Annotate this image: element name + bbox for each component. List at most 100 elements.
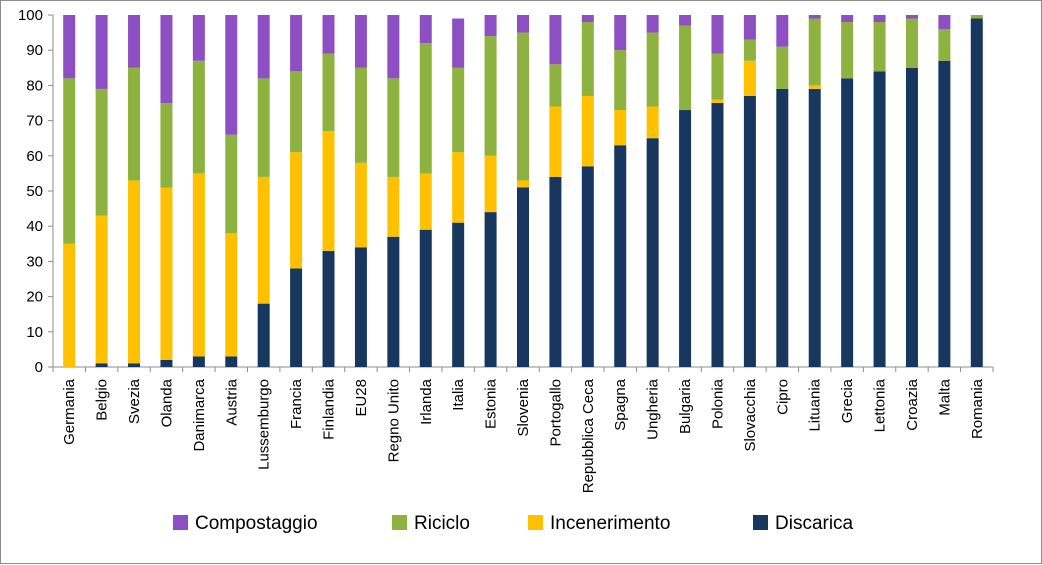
bar-segment-compostaggio <box>776 15 789 47</box>
bar-segment-compostaggio <box>160 15 173 103</box>
x-tick-label: Italia <box>450 378 467 410</box>
bar-segment-discarica <box>225 356 238 367</box>
x-tick-label: Repubblica Ceca <box>580 378 597 493</box>
bar-segment-compostaggio <box>128 15 141 68</box>
bar-segment-incenerimento <box>128 180 141 364</box>
bar-segment-compostaggio <box>905 15 918 19</box>
bar-segment-compostaggio <box>549 15 562 65</box>
bar-segment-riciclo <box>290 71 303 153</box>
bar-segment-discarica <box>419 229 432 367</box>
bar-segment-incenerimento <box>484 155 497 213</box>
bar-segment-compostaggio <box>387 15 400 79</box>
x-tick-label: Germania <box>61 378 78 445</box>
x-tick-label: Lituania <box>807 378 824 431</box>
bar-segment-discarica <box>938 60 951 367</box>
bar-segment-incenerimento <box>419 173 432 230</box>
y-tick-label: 10 <box>26 324 43 341</box>
bar-segment-compostaggio <box>484 15 497 37</box>
bar-segment-discarica <box>873 71 886 367</box>
bar-segment-incenerimento <box>354 162 367 248</box>
bar-segment-discarica <box>970 18 983 368</box>
y-tick-label: 0 <box>35 359 43 376</box>
bar-segment-compostaggio <box>808 15 821 19</box>
bar-segment-compostaggio <box>192 15 205 61</box>
bar-segment-riciclo <box>354 67 367 163</box>
bar-segment-discarica <box>128 363 141 367</box>
legend-label: Riciclo <box>414 513 470 534</box>
x-tick-label: Francia <box>288 378 305 429</box>
x-tick-label: Croazia <box>904 378 921 430</box>
bar-segment-compostaggio <box>517 15 529 33</box>
x-tick-label: Spagna <box>612 378 629 430</box>
bar-segment-discarica <box>257 303 270 367</box>
bar-segment-incenerimento <box>581 95 594 167</box>
bar-segment-riciclo <box>776 46 789 89</box>
x-tick-label: Finlandia <box>321 378 338 440</box>
x-tick-label: EU28 <box>353 379 370 417</box>
bar-segment-riciclo <box>192 60 205 174</box>
bar-segment-incenerimento <box>743 60 756 96</box>
x-tick-label: Estonia <box>483 378 500 429</box>
bar-segment-incenerimento <box>614 110 627 146</box>
x-tick-label: Danimarca <box>191 378 208 451</box>
x-tick-label: Olanda <box>158 378 175 427</box>
x-tick-label: Bulgaria <box>677 378 694 434</box>
x-tick-label: Romania <box>969 378 986 439</box>
y-tick-label: 30 <box>26 253 43 270</box>
bar-segment-incenerimento <box>95 215 108 364</box>
x-tick-label: Austria <box>223 378 240 425</box>
bar-segment-incenerimento <box>711 99 724 103</box>
bar-segment-incenerimento <box>646 106 659 139</box>
bar-segment-compostaggio <box>711 15 724 54</box>
bar-segment-riciclo <box>808 18 821 86</box>
y-tick-label: 100 <box>18 7 43 24</box>
bar-segment-compostaggio <box>614 15 627 51</box>
bar-segment-riciclo <box>95 88 108 216</box>
x-tick-label: Lettonia <box>872 378 889 432</box>
bar-segment-incenerimento <box>225 233 238 357</box>
y-tick-label: 20 <box>26 289 43 306</box>
bar-segment-incenerimento <box>808 85 821 89</box>
bar-segment-discarica <box>452 222 465 367</box>
bar-segment-riciclo <box>581 22 594 96</box>
legend-label: Incenerimento <box>550 513 670 534</box>
bar-segment-riciclo <box>63 78 76 244</box>
bar-segment-discarica <box>290 268 303 367</box>
bar-segment-incenerimento <box>192 173 205 357</box>
bar-segment-compostaggio <box>290 15 303 72</box>
bar-segment-discarica <box>581 166 594 367</box>
axes: 0 10 20 30 40 50 60 70 80 90 100 <box>18 7 994 376</box>
legend-label: Compostaggio <box>195 513 318 534</box>
bar-segment-compostaggio <box>322 15 335 54</box>
legend: Compostaggio Riciclo Incenerimento Discaric… <box>173 513 854 534</box>
bar-segment-discarica <box>484 212 497 367</box>
bars <box>63 15 983 368</box>
bar-segment-compostaggio <box>354 15 367 68</box>
bar-segment-compostaggio <box>63 15 76 79</box>
x-tick-label: Slovenia <box>515 378 532 436</box>
bar-segment-incenerimento <box>549 106 562 177</box>
y-tick-label: 40 <box>26 218 43 235</box>
bar-segment-discarica <box>841 78 854 368</box>
bar-segment-riciclo <box>614 50 627 111</box>
bar-segment-incenerimento <box>322 131 335 251</box>
bar-segment-riciclo <box>549 64 562 107</box>
bar-segment-discarica <box>808 88 821 368</box>
bar-segment-riciclo <box>679 25 692 111</box>
bar-segment-discarica <box>387 236 400 367</box>
bar-segment-compostaggio <box>873 15 886 23</box>
bar-segment-incenerimento <box>257 176 270 304</box>
bar-segment-discarica <box>517 187 529 367</box>
bar-segment-discarica <box>322 250 335 367</box>
x-tick-labels: Germania Belgio Svezia Olanda Danimarca Austr… <box>61 378 986 493</box>
legend-swatch <box>173 515 188 530</box>
bar-segment-riciclo <box>387 78 400 177</box>
legend-label: Discarica <box>775 513 854 534</box>
legend-swatch <box>753 515 768 530</box>
bar-segment-compostaggio <box>419 15 432 44</box>
x-tick-label: Lussemburgo <box>256 379 273 470</box>
bar-segment-compostaggio <box>581 15 594 23</box>
bar-segment-discarica <box>160 359 173 367</box>
